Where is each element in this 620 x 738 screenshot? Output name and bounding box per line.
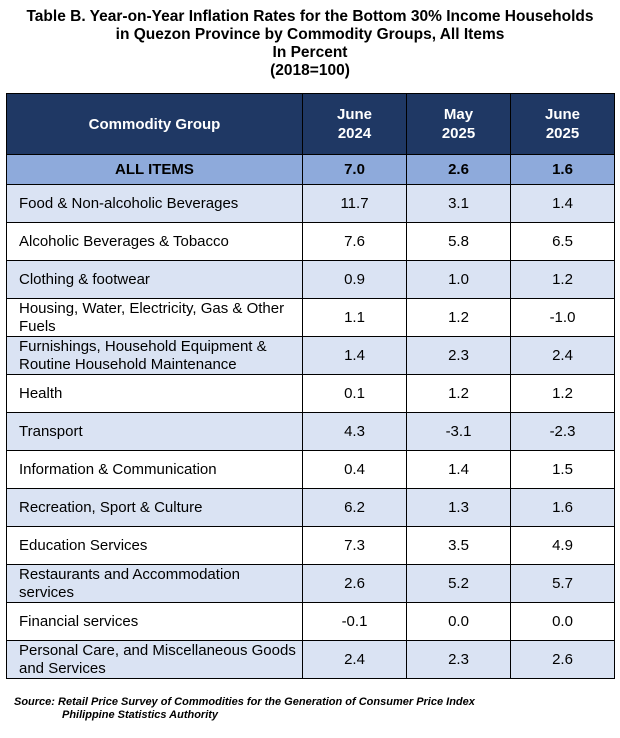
rate-cell: 7.6 [302, 222, 407, 261]
rate-cell: 1.4 [406, 450, 511, 489]
table-row: Financial services -0.1 0.0 0.0 [6, 602, 615, 641]
table-row: Education Services 7.3 3.5 4.9 [6, 526, 615, 565]
table-title: Table B. Year-on-Year Inflation Rates fo… [0, 8, 620, 80]
all-items-row: ALL ITEMS 7.0 2.6 1.6 [6, 154, 615, 185]
source-note: Source: Retail Price Survey of Commoditi… [14, 696, 614, 722]
rate-cell: 4.3 [302, 412, 407, 451]
rate-cell: 2.6 [302, 564, 407, 603]
rate-cell: 1.1 [302, 298, 407, 337]
table-row: Food & Non-alcoholic Beverages 11.7 3.1 1.4 [6, 184, 615, 223]
table-row: Transport 4.3 -3.1 -2.3 [6, 412, 615, 451]
title-line-1: Table B. Year-on-Year Inflation Rates fo… [26, 8, 594, 25]
commodity-name-cell: Information & Communication [6, 450, 303, 489]
rate-cell: -3.1 [406, 412, 511, 451]
title-line-4: (2018=100) [270, 62, 350, 79]
rate-cell: 6.2 [302, 488, 407, 527]
rate-cell: 0.9 [302, 260, 407, 299]
rate-cell: 2.3 [406, 640, 511, 679]
rate-cell: 5.2 [406, 564, 511, 603]
table-row: Personal Care, and Miscellaneous Goods a… [6, 640, 615, 679]
rate-cell: 0.0 [406, 602, 511, 641]
header-june-2024: June 2024 [302, 93, 407, 155]
rate-cell: 2.6 [510, 640, 615, 679]
table-row: Recreation, Sport & Culture 6.2 1.3 1.6 [6, 488, 615, 527]
commodity-name-cell: Recreation, Sport & Culture [6, 488, 303, 527]
rate-cell: -0.1 [302, 602, 407, 641]
rate-cell: 3.1 [406, 184, 511, 223]
commodity-name-cell: Food & Non-alcoholic Beverages [6, 184, 303, 223]
inflation-table: Commodity Group June 2024 May 2025 June 202… [6, 93, 615, 679]
commodity-name-cell: Personal Care, and Miscellaneous Goods a… [6, 640, 303, 679]
source-line-1: Source: Retail Price Survey of Commoditi… [14, 696, 475, 708]
rate-cell: 3.5 [406, 526, 511, 565]
rate-cell: 1.4 [302, 336, 407, 375]
rate-cell: 0.0 [510, 602, 615, 641]
rate-cell: 1.4 [510, 184, 615, 223]
table-header-row: Commodity Group June 2024 May 2025 June 202… [6, 93, 615, 155]
all-items-may-2025: 2.6 [406, 154, 511, 185]
table-row: Clothing & footwear 0.9 1.0 1.2 [6, 260, 615, 299]
rate-cell: 2.4 [510, 336, 615, 375]
header-commodity-group: Commodity Group [6, 93, 303, 155]
rate-cell: 11.7 [302, 184, 407, 223]
table-row: Alcoholic Beverages & Tobacco 7.6 5.8 6.5 [6, 222, 615, 261]
all-items-june-2025: 1.6 [510, 154, 615, 185]
rate-cell: 2.4 [302, 640, 407, 679]
source-line-2: Philippine Statistics Authority [62, 709, 219, 721]
rate-cell: 1.2 [510, 374, 615, 413]
all-items-label: ALL ITEMS [6, 154, 303, 185]
rate-cell: 1.2 [510, 260, 615, 299]
rate-cell: 5.7 [510, 564, 615, 603]
rate-cell: 0.1 [302, 374, 407, 413]
rate-cell: 1.2 [406, 374, 511, 413]
commodity-name-cell: Education Services [6, 526, 303, 565]
rate-cell: 1.2 [406, 298, 511, 337]
rate-cell: 1.5 [510, 450, 615, 489]
title-line-3: In Percent [272, 44, 348, 61]
rate-cell: 0.4 [302, 450, 407, 489]
rate-cell: 7.3 [302, 526, 407, 565]
rate-cell: 5.8 [406, 222, 511, 261]
rate-cell: -1.0 [510, 298, 615, 337]
rate-cell: -2.3 [510, 412, 615, 451]
table-row: Restaurants and Accommodation services 2.… [6, 564, 615, 603]
commodity-name-cell: Restaurants and Accommodation services [6, 564, 303, 603]
rate-cell: 1.6 [510, 488, 615, 527]
commodity-name-cell: Health [6, 374, 303, 413]
commodity-name-cell: Alcoholic Beverages & Tobacco [6, 222, 303, 261]
header-june-2025: June 2025 [510, 93, 615, 155]
all-items-june-2024: 7.0 [302, 154, 407, 185]
rate-cell: 4.9 [510, 526, 615, 565]
title-line-2: in Quezon Province by Commodity Groups, … [115, 26, 505, 43]
commodity-name-cell: Housing, Water, Electricity, Gas & Other… [6, 298, 303, 337]
commodity-name-cell: Financial services [6, 602, 303, 641]
header-may-2025: May 2025 [406, 93, 511, 155]
rate-cell: 6.5 [510, 222, 615, 261]
rate-cell: 1.3 [406, 488, 511, 527]
table-row: Information & Communication 0.4 1.4 1.5 [6, 450, 615, 489]
commodity-name-cell: Furnishings, Household Equipment & Routi… [6, 336, 303, 375]
table-row: Furnishings, Household Equipment & Routi… [6, 336, 615, 375]
commodity-name-cell: Transport [6, 412, 303, 451]
commodity-name-cell: Clothing & footwear [6, 260, 303, 299]
rate-cell: 2.3 [406, 336, 511, 375]
rate-cell: 1.0 [406, 260, 511, 299]
table-row: Health 0.1 1.2 1.2 [6, 374, 615, 413]
table-row: Housing, Water, Electricity, Gas & Other… [6, 298, 615, 337]
